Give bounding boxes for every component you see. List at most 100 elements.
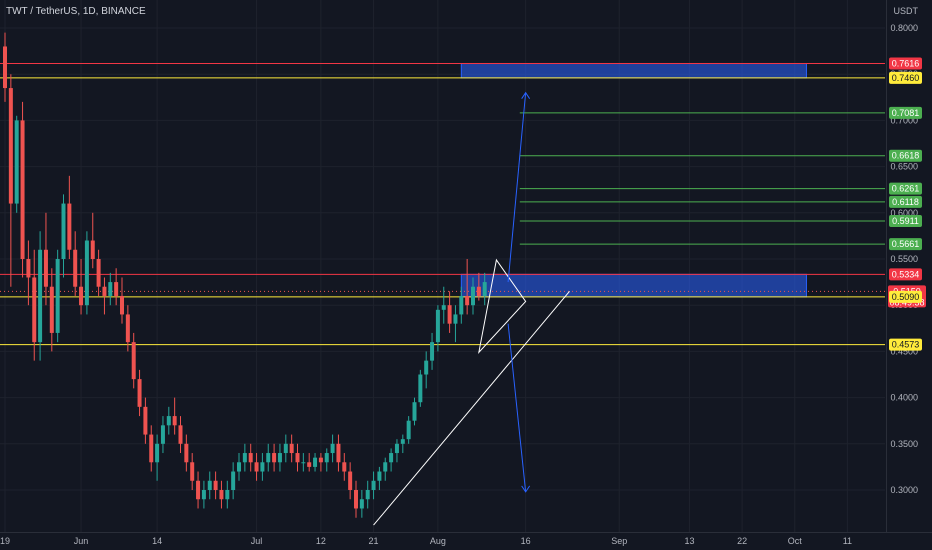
zone-box[interactable] — [460, 273, 807, 298]
candle-body — [295, 453, 300, 463]
candle — [137, 369, 142, 417]
candle — [441, 286, 446, 324]
candle-body — [248, 453, 253, 463]
candle-body — [49, 286, 54, 333]
candle-body — [365, 490, 370, 500]
candle — [26, 240, 31, 306]
y-tick-label: 0.6000 — [890, 208, 918, 218]
candle-body — [3, 46, 7, 89]
level-tag-label: 0.6618 — [892, 151, 920, 161]
candle — [96, 249, 101, 296]
time-axis[interactable]: 19 Jun 14 Jul 12 21 Aug 16 Sep 13 22 Oct 11 — [0, 536, 852, 546]
candle — [172, 397, 177, 435]
candle-body — [412, 402, 417, 421]
level-tag-bg — [889, 106, 922, 119]
candle — [190, 453, 195, 490]
arrow-shaft — [507, 92, 527, 283]
x-tick-label: 19 — [0, 536, 10, 546]
candle-body — [190, 462, 195, 481]
level-tag-label: 0.7616 — [892, 58, 920, 68]
level-tag: 0.7616 — [889, 57, 922, 70]
candle — [184, 434, 189, 472]
candle — [61, 194, 66, 278]
candle — [371, 471, 376, 500]
levels-layer — [0, 62, 885, 346]
x-tick-label: 11 — [843, 536, 852, 546]
candle-body — [266, 453, 271, 463]
candle-body — [307, 462, 312, 467]
candle — [231, 462, 236, 500]
candle-body — [418, 374, 423, 403]
candle — [143, 397, 148, 444]
candle-body — [143, 406, 148, 435]
candle-body — [149, 434, 154, 463]
candle — [201, 480, 206, 509]
level-tag: 0.5090 — [889, 290, 922, 303]
candle — [32, 249, 37, 361]
level-tag: 0.6618 — [889, 149, 922, 162]
candle-body — [447, 305, 452, 324]
candle-body — [277, 453, 282, 463]
x-tick-label: 16 — [521, 536, 531, 546]
candle — [301, 453, 306, 472]
candle — [49, 268, 54, 352]
candle — [166, 406, 171, 435]
candle — [8, 74, 13, 287]
candle — [318, 453, 323, 472]
level-tag-bg — [889, 238, 922, 251]
candle-body — [482, 282, 487, 296]
candle-body — [61, 203, 66, 259]
candle-body — [237, 462, 241, 472]
y-tick-label: 0.7000 — [890, 115, 918, 125]
candle — [155, 434, 160, 481]
y-tick-label: 0.5500 — [890, 254, 918, 264]
candle-body — [476, 286, 481, 296]
candle-body — [84, 240, 89, 306]
candle — [394, 439, 399, 463]
x-tick-label: 22 — [737, 536, 747, 546]
triangle-pattern[interactable] — [478, 258, 527, 354]
candle — [295, 443, 300, 472]
arrow-head — [521, 485, 531, 493]
candle-body — [73, 249, 78, 287]
candle — [131, 332, 136, 389]
x-tick-label: 14 — [152, 536, 162, 546]
candle-body — [289, 443, 294, 454]
candle-body — [453, 314, 458, 324]
y-tick-label: 0.6500 — [890, 162, 918, 172]
candle-body — [359, 499, 364, 509]
candle — [14, 115, 19, 213]
x-tick-label: Sep — [611, 536, 627, 546]
candle-body — [207, 480, 212, 490]
candle-body — [459, 295, 464, 315]
arrow-down[interactable] — [507, 323, 531, 493]
arrow-up[interactable] — [507, 91, 531, 283]
candle-body — [430, 342, 435, 361]
level-tag-label: 0.5661 — [892, 239, 920, 249]
level-tag-bg — [889, 71, 922, 84]
candle-body — [55, 259, 60, 333]
candle-body — [38, 249, 43, 343]
candle — [400, 434, 405, 454]
x-tick-label: 13 — [684, 536, 694, 546]
y-tick-label: 0.4500 — [890, 346, 918, 356]
candle — [453, 305, 458, 343]
y-tick-label: 0.3500 — [890, 439, 918, 449]
level-tag-label: 0.7460 — [892, 73, 920, 83]
level-tag-label: 0.4573 — [892, 340, 920, 350]
level-tag-label: 0.7081 — [892, 108, 920, 118]
candle-body — [231, 471, 236, 490]
candle-body — [400, 439, 405, 444]
candle-body — [201, 490, 206, 500]
trendline[interactable] — [373, 291, 570, 526]
candle — [125, 305, 130, 352]
candle — [20, 101, 25, 278]
candle-body — [471, 286, 475, 306]
candle-body — [67, 203, 72, 250]
candle-body — [108, 282, 113, 296]
candle — [160, 416, 165, 454]
candle-body — [354, 490, 358, 509]
zone-box[interactable] — [460, 62, 807, 79]
symbol-title[interactable]: TWT / TetherUS, 1D, BINANCE — [6, 6, 146, 17]
